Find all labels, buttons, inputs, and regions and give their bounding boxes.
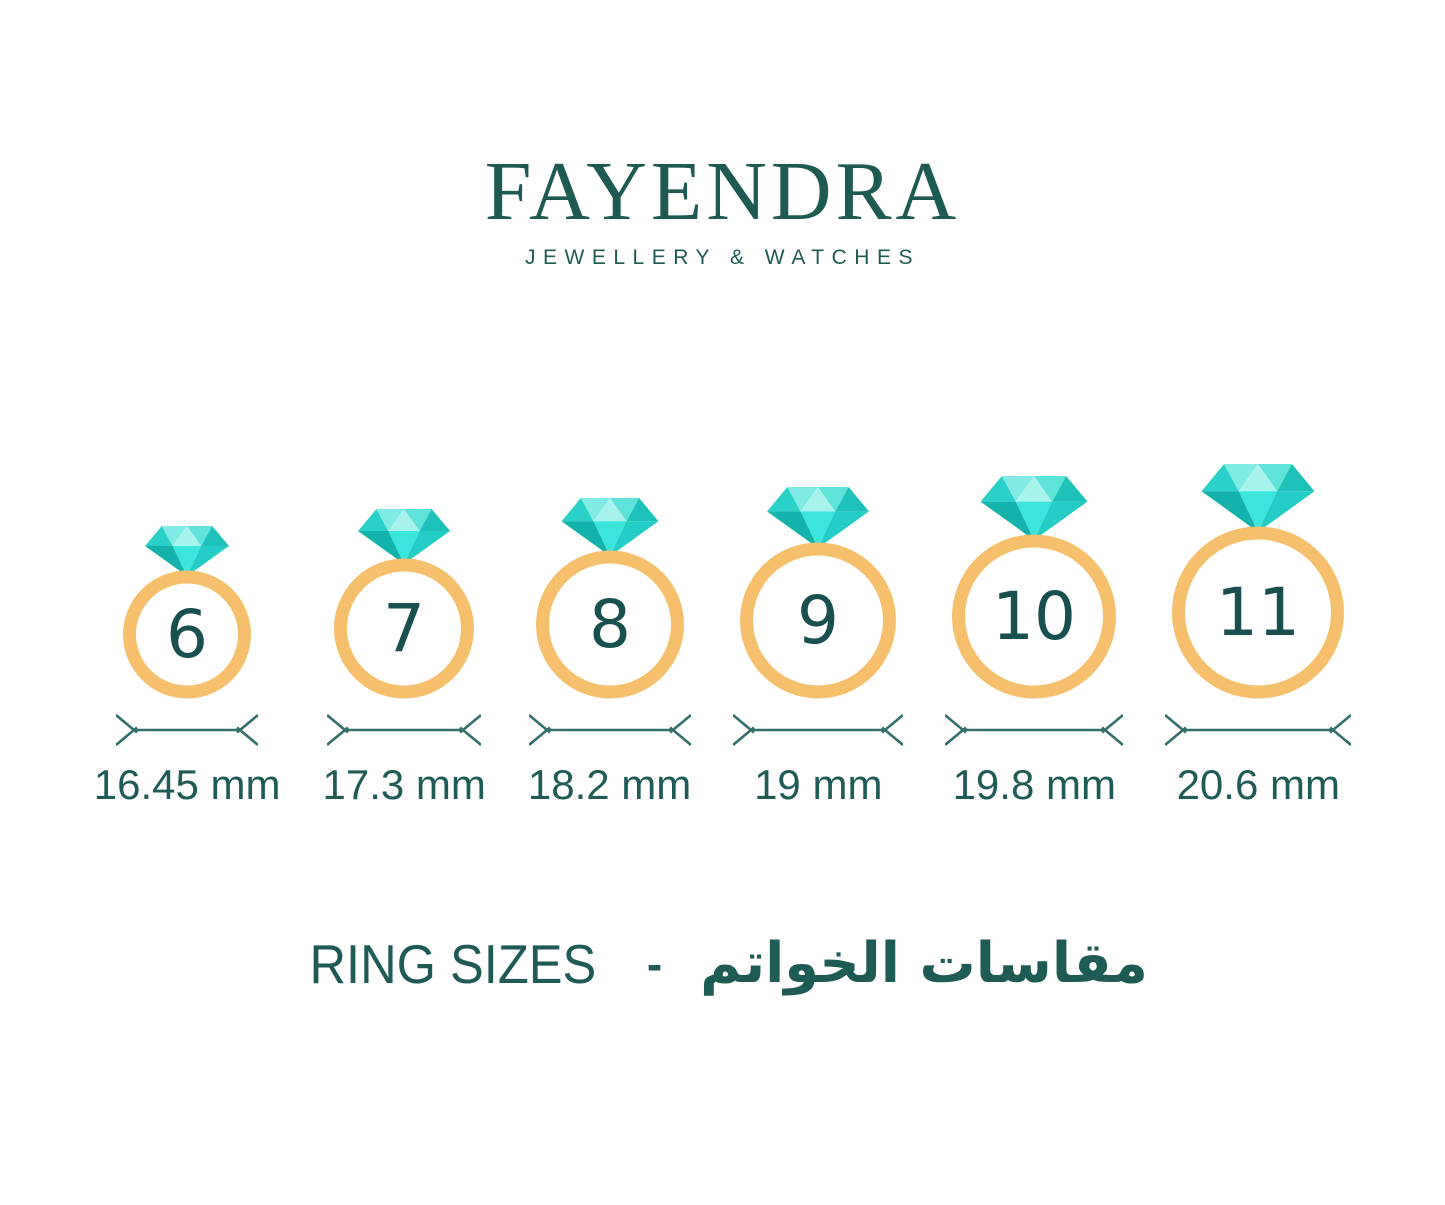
diameter-label: 19 mm (754, 761, 883, 808)
ring-icon: 10 (952, 476, 1117, 699)
gem-facet (1201, 491, 1259, 532)
rings-row: 6 16.45 mm 7 17.3 mm 8 18.2 mm 9 19 mm (0, 464, 1445, 809)
gem-facet (1277, 464, 1315, 492)
gem-facet (1052, 476, 1088, 502)
gem-facet (609, 498, 639, 522)
gem-facet (980, 476, 1017, 502)
ring-sizes-title: RING SIZES (309, 932, 597, 995)
gem-facet (358, 531, 405, 564)
brand-logo: FAYENDRA JEWELLERY & WATCHES (0, 150, 1445, 270)
gem-facet (376, 509, 405, 531)
ring-icon: 11 (1172, 464, 1345, 699)
ring-sizes-title-arabic: مقاسات الخواتم (700, 931, 1148, 996)
gem-facet (187, 546, 230, 576)
diamond-icon (561, 498, 659, 556)
gem-facet (201, 526, 230, 546)
ring-size-number: 11 (1216, 574, 1300, 651)
brand-name: FAYENDRA (484, 145, 961, 238)
gem-facet (1016, 476, 1053, 502)
ring-icon: 6 (123, 526, 252, 699)
gem-facet (787, 487, 819, 512)
gem-facet (419, 509, 451, 531)
gem-facet (835, 487, 870, 512)
ring-size-number: 10 (992, 578, 1076, 655)
gem-facet (388, 509, 420, 531)
gem-facet (1016, 501, 1053, 540)
ring-item: 8 18.2 mm (528, 498, 691, 809)
ring-item: 6 16.45 mm (93, 526, 281, 809)
gem-facet (626, 498, 659, 522)
gem-facet (1258, 464, 1293, 492)
diameter-label: 18.2 mm (527, 761, 692, 808)
gem-facet (1258, 491, 1315, 532)
gem-facet (800, 511, 836, 548)
gem-facet (593, 521, 627, 556)
gem-facet (561, 498, 594, 522)
diameter-label: 19.8 mm (952, 761, 1116, 808)
ring-band (740, 542, 897, 699)
diamond-icon (145, 526, 230, 576)
gem-facet (767, 487, 801, 512)
ring-band (123, 570, 252, 699)
gem-facet (818, 487, 849, 512)
title-separator: - (646, 938, 663, 990)
gem-facet (593, 498, 627, 522)
ring-band (952, 534, 1117, 699)
gem-facet (145, 546, 188, 576)
ring-icon: 7 (334, 509, 475, 699)
ring-item: 11 20.6 mm (1165, 464, 1352, 809)
gem-facet (800, 487, 836, 512)
gem-facet (187, 526, 213, 546)
ring-item: 10 19.8 mm (945, 476, 1124, 809)
ring-icon: 8 (535, 498, 684, 699)
ring-band (1172, 526, 1345, 699)
gem-facet (1201, 464, 1240, 492)
ring-size-number: 6 (166, 596, 208, 673)
gem-facet (388, 531, 420, 564)
ring-item: 7 17.3 mm (322, 509, 486, 809)
ring-band (334, 558, 475, 699)
ring-size-number: 9 (797, 582, 839, 659)
diamond-icon (1201, 464, 1315, 532)
gem-facet (172, 546, 202, 576)
gem-facet (1239, 464, 1278, 492)
ring-size-number: 7 (383, 590, 425, 667)
ring-item: 9 19 mm (733, 487, 904, 809)
gem-facet (1239, 491, 1278, 532)
gem-facet (358, 509, 389, 531)
gem-facet (172, 526, 202, 546)
dimension-line (116, 714, 259, 746)
diamond-icon (358, 509, 451, 564)
footer-title: RING SIZES - مقاسات الخواتم (0, 936, 1445, 992)
dimension-line (528, 714, 691, 746)
dimension-line (1165, 714, 1352, 746)
gem-facet (145, 526, 173, 546)
gem-facet (161, 526, 188, 546)
gem-facet (580, 498, 610, 522)
dimension-line (327, 714, 482, 746)
ring-size-number: 8 (589, 586, 631, 663)
gem-facet (404, 531, 451, 564)
diamond-icon (980, 476, 1088, 540)
ring-band (535, 550, 684, 699)
diameter-label: 20.6 mm (1176, 761, 1340, 808)
diameter-label: 16.45 mm (93, 761, 281, 808)
brand-tagline: JEWELLERY & WATCHES (525, 246, 920, 269)
dimension-line (733, 714, 904, 746)
diameter-label: 17.3 mm (322, 761, 486, 808)
ring-icon: 9 (740, 487, 897, 699)
gem-facet (1002, 476, 1035, 502)
diamond-icon (767, 487, 870, 548)
gem-facet (1224, 464, 1259, 492)
gem-facet (404, 509, 432, 531)
gem-facet (1034, 476, 1067, 502)
dimension-line (945, 714, 1124, 746)
